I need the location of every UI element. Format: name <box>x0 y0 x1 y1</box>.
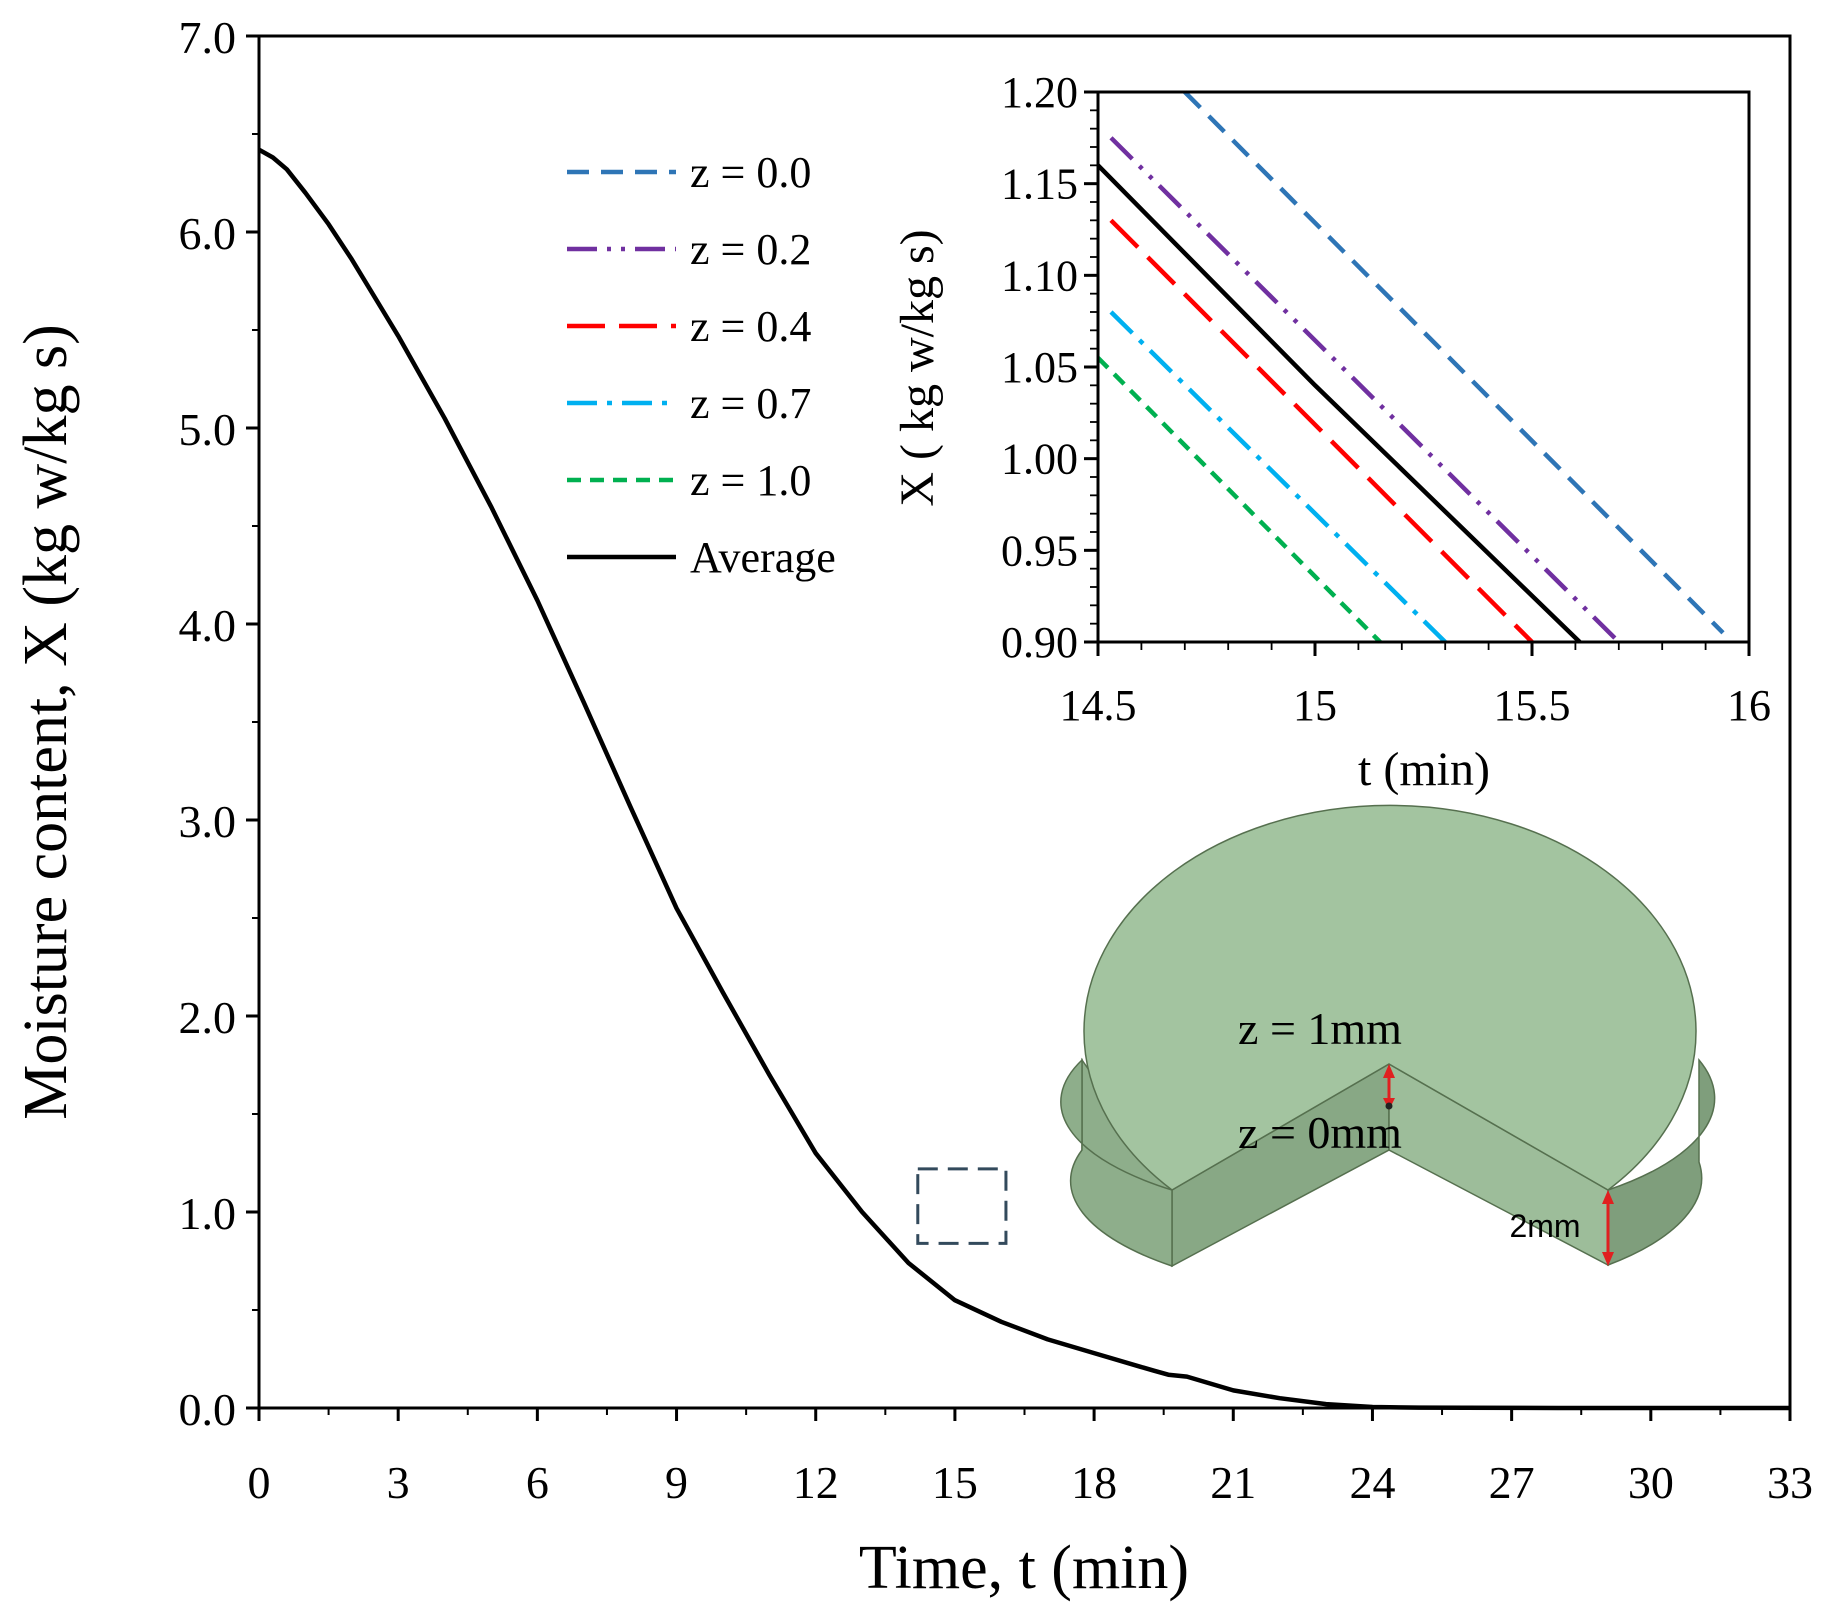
inset-series-z-0-2 <box>1109 136 1621 644</box>
inset-x-tick-label: 14.5 <box>1060 681 1137 730</box>
main-x-tick-label: 24 <box>1349 1457 1395 1508</box>
inset-y-axis-label: X ( kg w/kg s) <box>891 229 944 506</box>
inset-x-ticks <box>1096 642 1751 656</box>
inset-x-tick-label: 16 <box>1727 681 1771 730</box>
inset-y-tick-label: 1.05 <box>1001 343 1078 392</box>
cylinder-side-wall-right <box>1607 1057 1716 1267</box>
z-marker-point <box>1385 1102 1393 1110</box>
main-x-tick-label: 3 <box>387 1457 410 1508</box>
inset-chart: 14.5 15 15.5 16 0.90 0.95 1.00 1.05 1.10 1.15 1.2… <box>891 68 1771 796</box>
main-y-tick-label: 3.0 <box>179 796 237 847</box>
inset-x-tick-label: 15 <box>1293 681 1337 730</box>
inset-y-tick-label: 0.95 <box>1001 526 1078 575</box>
thickness-arrowhead-bottom <box>1602 1252 1614 1266</box>
inset-x-axis-label: t (min) <box>1358 743 1490 796</box>
inset-x-tick-labels: 14.5 15 15.5 16 <box>1060 681 1772 730</box>
main-x-tick-label: 0 <box>248 1457 271 1508</box>
main-y-axis-label: Moisture content, X (kg w/kg s) <box>12 324 80 1120</box>
main-x-tick-label: 18 <box>1071 1457 1117 1508</box>
inset-y-tick-label: 0.90 <box>1001 618 1078 667</box>
inset-y-tick-label: 1.00 <box>1001 435 1078 484</box>
main-y-tick-label: 0.0 <box>179 1384 237 1435</box>
main-chart: 0 3 6 9 12 15 18 21 24 27 30 33 0.0 1.0 2.0 3.0 4.0 5.0 6… <box>12 12 1813 1602</box>
main-x-tick-label: 6 <box>526 1457 549 1508</box>
inset-y-tick-label: 1.15 <box>1001 160 1078 209</box>
sample-geometry-diagram: z = 1mm z = 0mm 2mm <box>1060 804 1716 1268</box>
thickness-label: 2mm <box>1509 1208 1580 1244</box>
inset-y-ticks <box>1084 90 1098 644</box>
main-x-tick-label: 15 <box>932 1457 978 1508</box>
main-y-tick-label: 5.0 <box>179 404 237 455</box>
inset-y-tick-label: 1.10 <box>1001 251 1078 300</box>
z-marker-arrowhead-top <box>1383 1064 1395 1078</box>
inset-series-z-0-4 <box>1109 218 1534 644</box>
inset-y-tick-labels: 0.90 0.95 1.00 1.05 1.10 1.15 1.20 <box>1001 68 1078 667</box>
main-x-tick-labels: 0 3 6 9 12 15 18 21 24 27 30 33 <box>248 1457 1814 1508</box>
main-y-tick-label: 4.0 <box>179 600 237 651</box>
thickness-arrowhead-top <box>1602 1190 1614 1204</box>
main-y-tick-label: 7.0 <box>179 12 237 63</box>
main-y-tick-label: 1.0 <box>179 1188 237 1239</box>
cylinder-top-face <box>1083 804 1697 1191</box>
z-bottom-label: z = 0mm <box>1238 1107 1402 1158</box>
main-x-tick-label: 33 <box>1767 1457 1813 1508</box>
z-top-label: z = 1mm <box>1238 1003 1402 1054</box>
main-x-tick-label: 27 <box>1489 1457 1535 1508</box>
zoom-region-box <box>916 1167 1008 1245</box>
inset-y-tick-label: 1.20 <box>1001 68 1078 117</box>
legend-label: z = 1.0 <box>690 456 811 505</box>
main-y-tick-label: 6.0 <box>179 208 237 259</box>
inset-series-lines <box>1096 90 1725 644</box>
main-x-tick-label: 30 <box>1628 1457 1674 1508</box>
main-x-axis-label: Time, t (min) <box>859 1534 1189 1602</box>
legend-label: z = 0.2 <box>690 225 811 274</box>
main-x-tick-label: 12 <box>793 1457 839 1508</box>
legend-label: z = 0.4 <box>690 302 811 351</box>
main-x-tick-label: 21 <box>1210 1457 1256 1508</box>
main-y-tick-labels: 0.0 1.0 2.0 3.0 4.0 5.0 6.0 7.0 <box>179 12 237 1435</box>
inset-series-z-0-0 <box>1183 90 1725 635</box>
main-y-tick-label: 2.0 <box>179 992 237 1043</box>
inset-series-z-0-7 <box>1109 310 1447 644</box>
legend-label: Average <box>690 533 836 582</box>
inset-series-average <box>1096 163 1582 644</box>
main-y-ticks <box>246 34 259 1410</box>
cylinder-front-left <box>1060 1058 1173 1268</box>
main-x-tick-label: 9 <box>665 1457 688 1508</box>
main-x-ticks <box>257 1408 1792 1421</box>
legend-label: z = 0.0 <box>690 148 811 197</box>
inset-series-z-1-0 <box>1096 356 1382 644</box>
average-moisture-line <box>257 147 1790 1411</box>
legend-label: z = 0.7 <box>690 379 811 428</box>
inset-x-tick-label: 15.5 <box>1494 681 1571 730</box>
legend: z = 0.0 z = 0.2 z = 0.4 z = 0.7 z = 1.0 Avera… <box>567 148 836 582</box>
